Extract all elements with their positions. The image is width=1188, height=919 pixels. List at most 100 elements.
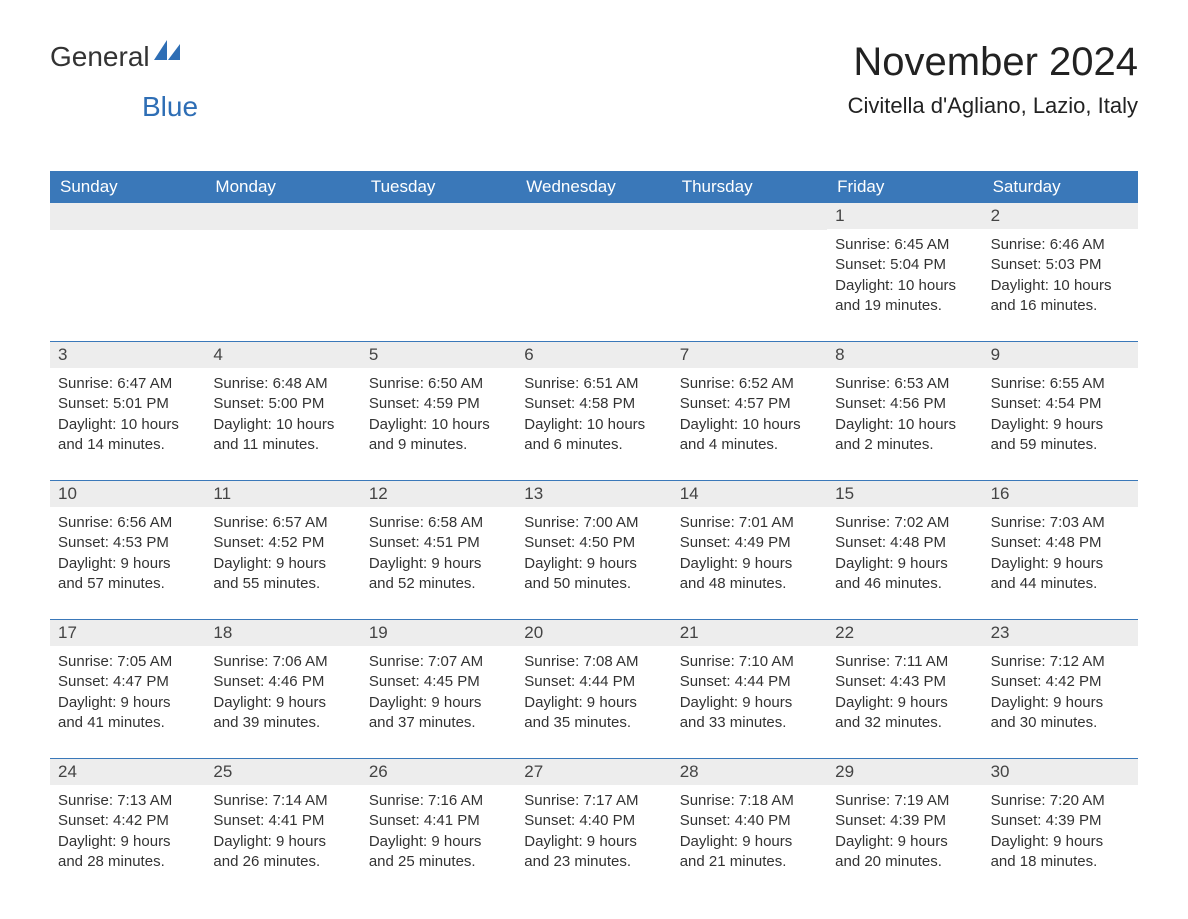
sunrise-text: Sunrise: 7:07 AM xyxy=(369,652,508,672)
day-number: 20 xyxy=(516,620,671,646)
sunset-text: Sunset: 4:44 PM xyxy=(524,672,663,692)
day-number: 19 xyxy=(361,620,516,646)
sunset-text: Sunset: 5:01 PM xyxy=(58,394,197,414)
empty-day-header xyxy=(50,203,205,230)
sunset-text: Sunset: 4:47 PM xyxy=(58,672,197,692)
sunrise-text: Sunrise: 6:57 AM xyxy=(213,513,352,533)
day-number: 11 xyxy=(205,481,360,507)
day-content: Sunrise: 6:45 AMSunset: 5:04 PMDaylight:… xyxy=(827,229,982,322)
sunrise-text: Sunrise: 6:55 AM xyxy=(991,374,1130,394)
day-cell: 26Sunrise: 7:16 AMSunset: 4:41 PMDayligh… xyxy=(361,759,516,879)
day-content: Sunrise: 7:11 AMSunset: 4:43 PMDaylight:… xyxy=(827,646,982,739)
daylight-text-1: Daylight: 9 hours xyxy=(58,554,197,574)
daylight-text-1: Daylight: 9 hours xyxy=(991,693,1130,713)
day-cell: 22Sunrise: 7:11 AMSunset: 4:43 PMDayligh… xyxy=(827,620,982,740)
week-row: 1Sunrise: 6:45 AMSunset: 5:04 PMDaylight… xyxy=(50,203,1138,323)
month-title: November 2024 xyxy=(848,40,1138,85)
day-content: Sunrise: 7:01 AMSunset: 4:49 PMDaylight:… xyxy=(672,507,827,600)
day-cell: 16Sunrise: 7:03 AMSunset: 4:48 PMDayligh… xyxy=(983,481,1138,601)
sunset-text: Sunset: 4:43 PM xyxy=(835,672,974,692)
day-number: 9 xyxy=(983,342,1138,368)
empty-day-header xyxy=(516,203,671,230)
day-cell xyxy=(516,203,671,323)
daylight-text-2: and 59 minutes. xyxy=(991,435,1130,455)
day-cell: 28Sunrise: 7:18 AMSunset: 4:40 PMDayligh… xyxy=(672,759,827,879)
day-cell: 11Sunrise: 6:57 AMSunset: 4:52 PMDayligh… xyxy=(205,481,360,601)
day-cell: 27Sunrise: 7:17 AMSunset: 4:40 PMDayligh… xyxy=(516,759,671,879)
sunrise-text: Sunrise: 6:56 AM xyxy=(58,513,197,533)
day-number: 22 xyxy=(827,620,982,646)
day-content: Sunrise: 6:46 AMSunset: 5:03 PMDaylight:… xyxy=(983,229,1138,322)
sunrise-text: Sunrise: 7:02 AM xyxy=(835,513,974,533)
sunset-text: Sunset: 4:59 PM xyxy=(369,394,508,414)
logo-sub-text: Blue xyxy=(142,91,198,122)
sunrise-text: Sunrise: 7:12 AM xyxy=(991,652,1130,672)
sunset-text: Sunset: 4:40 PM xyxy=(524,811,663,831)
sunrise-text: Sunrise: 6:50 AM xyxy=(369,374,508,394)
daylight-text-2: and 11 minutes. xyxy=(213,435,352,455)
day-content: Sunrise: 6:52 AMSunset: 4:57 PMDaylight:… xyxy=(672,368,827,461)
day-cell: 8Sunrise: 6:53 AMSunset: 4:56 PMDaylight… xyxy=(827,342,982,462)
daylight-text-2: and 30 minutes. xyxy=(991,713,1130,733)
daylight-text-1: Daylight: 9 hours xyxy=(991,554,1130,574)
weekday-header: Tuesday xyxy=(361,171,516,203)
day-content: Sunrise: 7:02 AMSunset: 4:48 PMDaylight:… xyxy=(827,507,982,600)
day-content: Sunrise: 6:51 AMSunset: 4:58 PMDaylight:… xyxy=(516,368,671,461)
daylight-text-1: Daylight: 9 hours xyxy=(991,832,1130,852)
day-cell: 15Sunrise: 7:02 AMSunset: 4:48 PMDayligh… xyxy=(827,481,982,601)
sunset-text: Sunset: 4:53 PM xyxy=(58,533,197,553)
daylight-text-2: and 2 minutes. xyxy=(835,435,974,455)
day-number: 8 xyxy=(827,342,982,368)
day-cell xyxy=(50,203,205,323)
daylight-text-1: Daylight: 10 hours xyxy=(835,415,974,435)
daylight-text-1: Daylight: 9 hours xyxy=(835,832,974,852)
sunset-text: Sunset: 4:40 PM xyxy=(680,811,819,831)
daylight-text-1: Daylight: 9 hours xyxy=(58,832,197,852)
weekday-header-row: SundayMondayTuesdayWednesdayThursdayFrid… xyxy=(50,171,1138,203)
weekday-header: Saturday xyxy=(983,171,1138,203)
sunrise-text: Sunrise: 7:20 AM xyxy=(991,791,1130,811)
daylight-text-1: Daylight: 10 hours xyxy=(58,415,197,435)
location-subtitle: Civitella d'Agliano, Lazio, Italy xyxy=(848,93,1138,119)
daylight-text-1: Daylight: 9 hours xyxy=(213,832,352,852)
day-content: Sunrise: 7:10 AMSunset: 4:44 PMDaylight:… xyxy=(672,646,827,739)
sunset-text: Sunset: 4:57 PM xyxy=(680,394,819,414)
day-cell: 14Sunrise: 7:01 AMSunset: 4:49 PMDayligh… xyxy=(672,481,827,601)
day-content: Sunrise: 6:47 AMSunset: 5:01 PMDaylight:… xyxy=(50,368,205,461)
daylight-text-2: and 14 minutes. xyxy=(58,435,197,455)
day-number: 15 xyxy=(827,481,982,507)
title-block: November 2024 Civitella d'Agliano, Lazio… xyxy=(848,40,1138,119)
sunset-text: Sunset: 4:39 PM xyxy=(835,811,974,831)
day-cell: 18Sunrise: 7:06 AMSunset: 4:46 PMDayligh… xyxy=(205,620,360,740)
daylight-text-2: and 20 minutes. xyxy=(835,852,974,872)
daylight-text-1: Daylight: 10 hours xyxy=(835,276,974,296)
daylight-text-2: and 57 minutes. xyxy=(58,574,197,594)
day-cell xyxy=(205,203,360,323)
daylight-text-1: Daylight: 9 hours xyxy=(58,693,197,713)
daylight-text-2: and 18 minutes. xyxy=(991,852,1130,872)
sunset-text: Sunset: 4:48 PM xyxy=(991,533,1130,553)
logo: General xyxy=(50,40,182,73)
daylight-text-2: and 46 minutes. xyxy=(835,574,974,594)
day-cell: 17Sunrise: 7:05 AMSunset: 4:47 PMDayligh… xyxy=(50,620,205,740)
sunrise-text: Sunrise: 7:19 AM xyxy=(835,791,974,811)
sunrise-text: Sunrise: 7:13 AM xyxy=(58,791,197,811)
day-content: Sunrise: 6:48 AMSunset: 5:00 PMDaylight:… xyxy=(205,368,360,461)
day-number: 1 xyxy=(827,203,982,229)
daylight-text-2: and 28 minutes. xyxy=(58,852,197,872)
sunset-text: Sunset: 5:04 PM xyxy=(835,255,974,275)
sunrise-text: Sunrise: 7:03 AM xyxy=(991,513,1130,533)
day-number: 13 xyxy=(516,481,671,507)
daylight-text-2: and 37 minutes. xyxy=(369,713,508,733)
day-number: 4 xyxy=(205,342,360,368)
daylight-text-2: and 6 minutes. xyxy=(524,435,663,455)
day-content: Sunrise: 6:58 AMSunset: 4:51 PMDaylight:… xyxy=(361,507,516,600)
daylight-text-1: Daylight: 9 hours xyxy=(369,554,508,574)
daylight-text-2: and 52 minutes. xyxy=(369,574,508,594)
day-content: Sunrise: 6:55 AMSunset: 4:54 PMDaylight:… xyxy=(983,368,1138,461)
daylight-text-2: and 44 minutes. xyxy=(991,574,1130,594)
daylight-text-2: and 39 minutes. xyxy=(213,713,352,733)
sunrise-text: Sunrise: 7:14 AM xyxy=(213,791,352,811)
weekday-header: Thursday xyxy=(672,171,827,203)
sunrise-text: Sunrise: 6:51 AM xyxy=(524,374,663,394)
